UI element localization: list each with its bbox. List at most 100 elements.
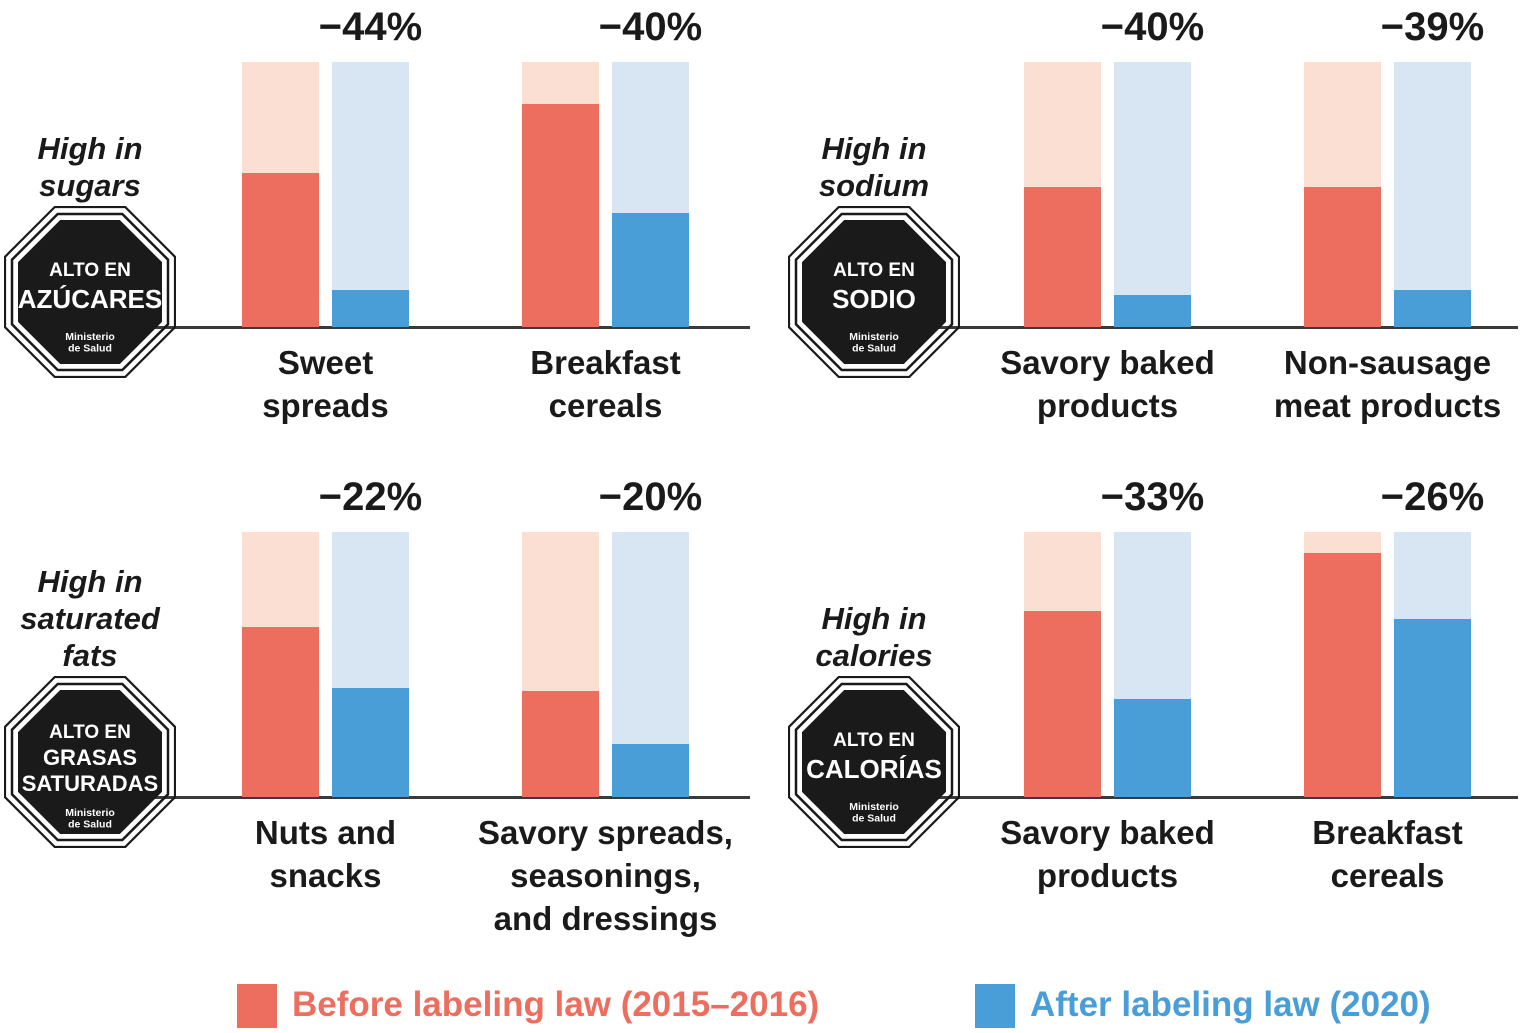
panel-high-in-sugars: High in sugars ALTO EN AZÚCARES Ministerio de… [0, 0, 768, 470]
seal-alto-en-text: ALTO EN [49, 722, 131, 743]
bar-before: 53% [1024, 62, 1101, 327]
panel-header-line: sodium [818, 168, 930, 203]
seal-alto-en-text: ALTO EN [49, 260, 131, 281]
baseline-axis [874, 796, 1518, 799]
category-label-line: products [1036, 857, 1179, 894]
seal-ministry-text: Ministerio [849, 331, 899, 343]
category-label-line: meat products [1273, 387, 1502, 424]
panel-header: High in saturated fats [0, 563, 200, 674]
bar-after: 41% [332, 532, 409, 797]
bar-after-fill [612, 213, 689, 327]
bar-after-track [1114, 62, 1191, 327]
bar-after-fill [332, 290, 409, 327]
seal-outline [4, 676, 176, 848]
seal-ministry-text: Ministerio [65, 331, 115, 343]
panel-header-line: fats [62, 638, 118, 673]
category-label: Savory spreads, seasonings, and dressings [416, 811, 796, 940]
bar-before-fill [522, 104, 599, 327]
seal-nutrient-text: AZÚCARES [18, 284, 162, 314]
baseline-axis [90, 326, 750, 329]
category-label: Savory baked products [918, 811, 1298, 897]
bar-before: 92% [1304, 532, 1381, 797]
category-label-line: Savory baked [1000, 344, 1215, 381]
panel-header-line: High in [821, 601, 927, 636]
category-label-line: and dressings [493, 900, 718, 937]
panel-high-in-saturated-fats: High in saturated fats ALTO EN GRASAS SATURAD… [0, 470, 768, 940]
category-label: Breakfast cereals [1198, 811, 1536, 897]
seal-octagon [18, 220, 162, 364]
category-label-line: snacks [269, 857, 382, 894]
seal-ministry-text: Ministerio [65, 807, 115, 819]
panel-header-line: High in [37, 131, 143, 166]
seal-nutrient-text: GRASAS [43, 745, 137, 770]
baseline-axis [90, 796, 750, 799]
category-label: Nuts and snacks [136, 811, 516, 897]
legend-label-after: After labeling law (2020) [1030, 985, 1431, 1024]
bar-before: 84% [522, 62, 599, 327]
category-label-line: Breakfast [1312, 814, 1463, 851]
change-label: −20% [598, 475, 703, 519]
legend-swatch-after-icon [975, 984, 1015, 1028]
seal-octagon [18, 690, 162, 834]
panel-header: High in calories [764, 600, 984, 674]
seal-outline [10, 212, 170, 372]
category-label-line: Sweet [277, 344, 374, 381]
change-label: −44% [318, 5, 423, 49]
bar-after-fill [1114, 699, 1191, 797]
bar-before-fill [242, 173, 319, 327]
seal-alto-en-text: ALTO EN [833, 730, 915, 751]
change-label: −26% [1380, 475, 1485, 519]
seal-nutrient-text: CALORÍAS [806, 754, 942, 784]
bar-before-fill [522, 691, 599, 797]
category-label-line: Savory baked [1000, 814, 1215, 851]
bar-after-fill [1394, 619, 1471, 797]
panel-high-in-sodium: High in sodium ALTO EN SODIO Ministerio de Sa… [768, 0, 1536, 470]
category-label-line: Breakfast [530, 344, 681, 381]
bar-before-fill [1024, 187, 1101, 327]
category-label-line: cereals [1330, 857, 1445, 894]
bar-after-fill [1394, 290, 1471, 327]
panel-header: High in sodium [764, 130, 984, 204]
bar-after: 14% [332, 62, 409, 327]
bar-after: 37% [1114, 532, 1191, 797]
bar-after: 67% [1394, 532, 1471, 797]
bar-after: 20% [612, 532, 689, 797]
bar-before-fill [1304, 553, 1381, 797]
category-label: Sweet spreads [136, 341, 516, 427]
change-label: −33% [1100, 475, 1205, 519]
bar-before: 53% [1304, 62, 1381, 327]
seal-outline [10, 682, 170, 842]
bar-after-fill [612, 744, 689, 797]
seal-outline [794, 682, 954, 842]
bar-after-track [1394, 62, 1471, 327]
bar-before: 64% [242, 532, 319, 797]
panel-header-line: sugars [39, 168, 141, 203]
panel-header-line: calories [815, 638, 933, 673]
change-label: −22% [318, 475, 423, 519]
seal-alto-en-text: ALTO EN [833, 260, 915, 281]
seal-outline [794, 212, 954, 372]
seal-nutrient-text: SATURADAS [22, 771, 158, 796]
category-label-line: spreads [262, 387, 389, 424]
seal-nutrient-text: SODIO [832, 284, 916, 314]
legend-swatch-before-icon [237, 984, 277, 1028]
seal-ministry-text: Ministerio [849, 801, 899, 813]
change-label: −40% [1100, 5, 1205, 49]
category-label: Savory baked products [918, 341, 1298, 427]
seal-outline [788, 206, 960, 378]
category-label-line: Nuts and [254, 814, 397, 851]
category-label-line: cereals [548, 387, 663, 424]
seal-outline [4, 206, 176, 378]
seal-ministry-text: de Salud [68, 343, 112, 355]
bar-after-fill [1114, 295, 1191, 327]
bar-after: 14% [1394, 62, 1471, 327]
category-label: Breakfast cereals [416, 341, 796, 427]
bar-before-fill [1304, 187, 1381, 327]
bar-after-track [332, 62, 409, 327]
change-label: −40% [598, 5, 703, 49]
bar-after-fill [332, 688, 409, 797]
category-label: Non-sausage meat products [1198, 341, 1536, 427]
